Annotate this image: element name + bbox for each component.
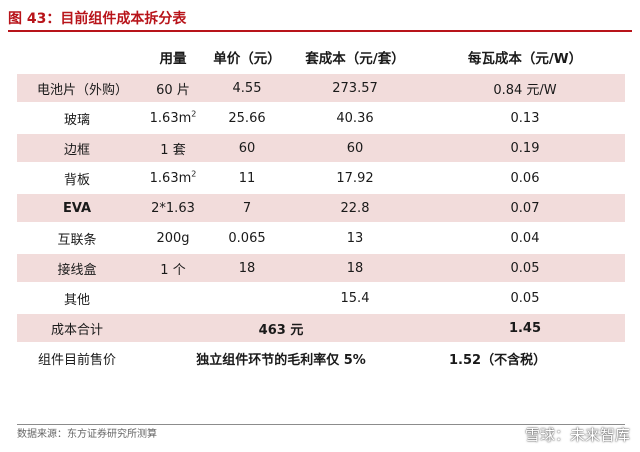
total-label: 成本合计 <box>17 313 137 344</box>
header-quantity: 用量 <box>159 51 187 67</box>
table-row: EVA 2*1.63 7 22.8 0.07 <box>17 193 625 224</box>
table-row: 玻璃 1.63m2 25.66 40.36 0.13 <box>17 103 625 134</box>
row-per-watt: 0.13 <box>425 103 625 134</box>
table-row: 互联条 200g 0.065 13 0.04 <box>17 223 625 254</box>
header-unit-price: 单价（元） <box>213 51 281 67</box>
row-price: 25.66 <box>209 103 285 134</box>
row-set-cost: 60 <box>285 133 425 164</box>
table-row: 其他 15.4 0.05 <box>17 283 625 314</box>
row-set-cost: 13 <box>285 223 425 254</box>
source-note: 数据来源：东方证券研究所测算 <box>17 424 625 445</box>
row-price: 7 <box>209 193 285 224</box>
selling-price: 1.52（不含税） <box>425 343 625 374</box>
quantity-exponent: 2 <box>191 169 197 179</box>
row-price: 11 <box>209 163 285 194</box>
row-price: 18 <box>209 253 285 284</box>
table-row: 边框 1 套 60 60 0.19 <box>17 133 625 164</box>
total-row: 成本合计 463 元 1.45 <box>17 313 625 344</box>
row-name: 玻璃 <box>17 103 137 134</box>
row-set-cost: 15.4 <box>285 283 425 314</box>
row-set-cost: 17.92 <box>285 163 425 194</box>
row-per-watt: 0.19 <box>425 133 625 164</box>
header-per-watt-cost: 每瓦成本（元/W） <box>467 51 583 67</box>
header-set-cost: 套成本（元/套） <box>305 51 405 67</box>
row-price: 60 <box>209 133 285 164</box>
row-quantity: 1 套 <box>137 133 209 164</box>
row-name: 边框 <box>17 133 137 164</box>
snowball-logo-icon <box>499 426 518 444</box>
row-quantity: 2*1.63 <box>137 193 209 224</box>
row-price: 4.55 <box>209 74 285 104</box>
row-quantity: 60 片 <box>137 74 209 104</box>
table-row: 背板 1.63m2 11 17.92 0.06 <box>17 163 625 194</box>
quantity-exponent: 2 <box>191 109 197 119</box>
row-set-cost: 273.57 <box>285 74 425 104</box>
row-quantity: 1.63m2 <box>137 103 209 134</box>
row-per-watt: 0.05 <box>425 283 625 314</box>
price-label: 组件目前售价 <box>17 343 137 374</box>
row-per-watt: 0.07 <box>425 193 625 224</box>
watermark-text: 雪球：未来智库 <box>524 426 630 444</box>
row-price <box>209 283 285 314</box>
watermark: 雪球：未来智库 <box>499 422 630 448</box>
total-per-watt: 1.45 <box>425 313 625 344</box>
row-per-watt: 0.84 元/W <box>425 74 625 104</box>
cost-breakdown-table: 用量 单价（元） 套成本（元/套） 每瓦成本（元/W） 电池片（外购） 60 片… <box>17 40 625 374</box>
row-price: 0.065 <box>209 223 285 254</box>
row-name: 背板 <box>17 163 137 194</box>
table-row: 接线盒 1 个 18 18 0.05 <box>17 253 625 284</box>
row-per-watt: 0.05 <box>425 253 625 284</box>
figure-title: 图 43：目前组件成本拆分表 <box>8 6 632 32</box>
row-quantity <box>137 283 209 314</box>
quantity-value: 1.63m <box>149 110 192 126</box>
table-header-row: 用量 单价（元） 套成本（元/套） 每瓦成本（元/W） <box>17 40 625 74</box>
row-set-cost: 18 <box>285 253 425 284</box>
row-quantity: 200g <box>137 223 209 254</box>
row-per-watt: 0.06 <box>425 163 625 194</box>
quantity-value: 1.63m <box>149 170 192 186</box>
price-row: 组件目前售价 独立组件环节的毛利率仅 5% 1.52（不含税） <box>17 343 625 374</box>
total-value: 463 元 <box>137 313 425 344</box>
table-row: 电池片（外购） 60 片 4.55 273.57 0.84 元/W <box>17 74 625 104</box>
header-item <box>17 40 137 74</box>
row-set-cost: 22.8 <box>285 193 425 224</box>
row-name: 电池片（外购） <box>17 74 137 104</box>
row-name: 互联条 <box>17 223 137 254</box>
row-set-cost: 40.36 <box>285 103 425 134</box>
row-name: 其他 <box>17 283 137 314</box>
row-name: 接线盒 <box>17 253 137 284</box>
margin-note: 独立组件环节的毛利率仅 5% <box>137 343 425 374</box>
row-quantity: 1.63m2 <box>137 163 209 194</box>
row-name: EVA <box>17 193 137 224</box>
row-quantity: 1 个 <box>137 253 209 284</box>
row-per-watt: 0.04 <box>425 223 625 254</box>
